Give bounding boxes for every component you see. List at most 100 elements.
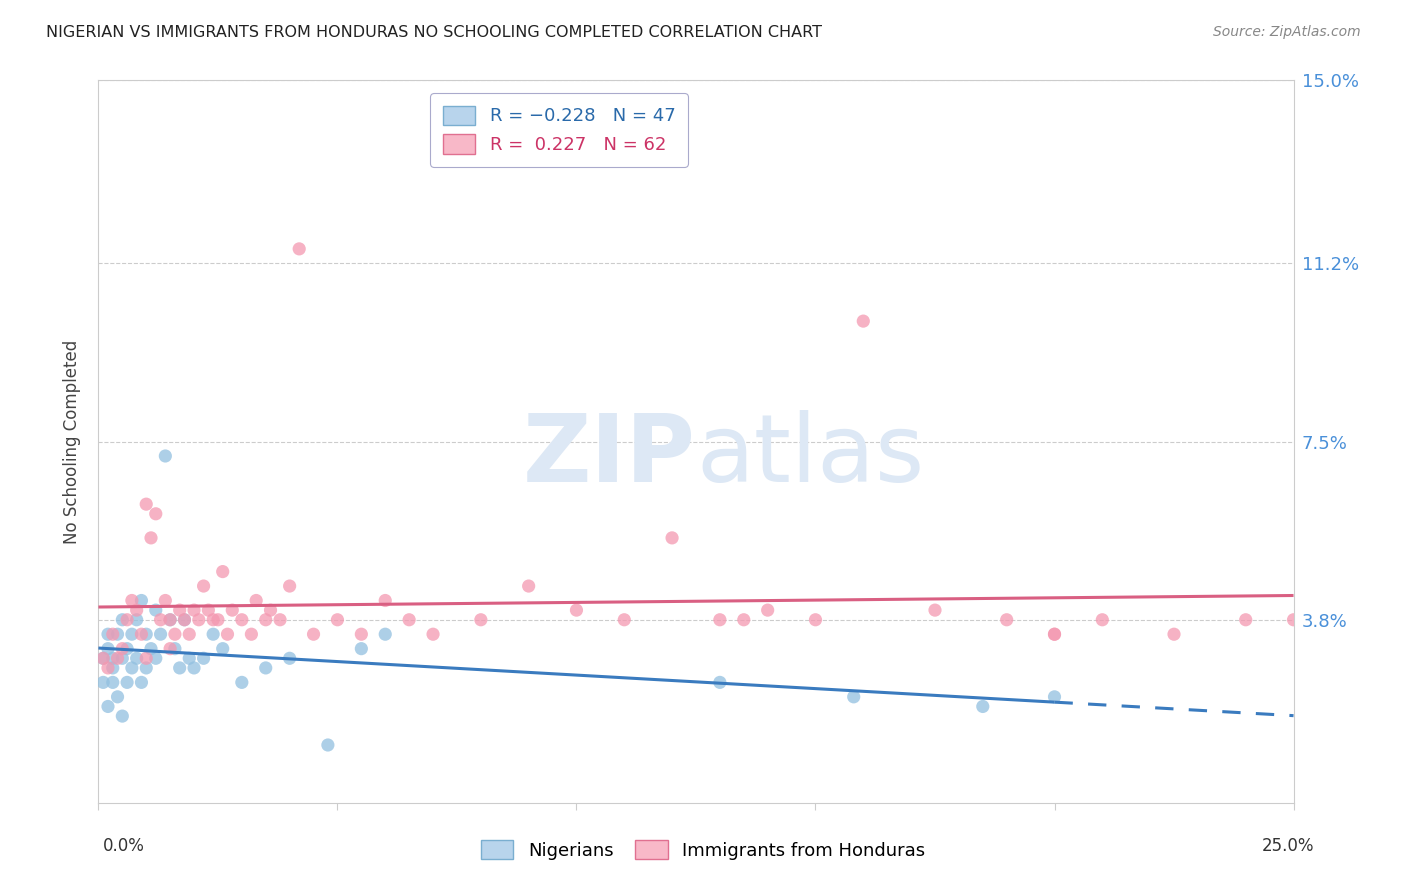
Point	[374, 627, 396, 641]
Point	[135, 497, 157, 511]
Point	[91, 651, 114, 665]
Point	[221, 603, 243, 617]
Point	[173, 613, 195, 627]
Point	[302, 627, 325, 641]
Point	[316, 738, 339, 752]
Point	[240, 627, 263, 641]
Point	[97, 699, 120, 714]
Point	[217, 627, 239, 641]
Point	[155, 449, 177, 463]
Point	[422, 627, 444, 641]
Point	[193, 579, 215, 593]
Point	[121, 661, 143, 675]
Point	[135, 661, 157, 675]
Point	[125, 613, 148, 627]
Text: 0.0%: 0.0%	[103, 837, 145, 855]
Point	[169, 661, 191, 675]
Point	[852, 314, 875, 328]
Point	[121, 593, 143, 607]
Point	[131, 675, 153, 690]
Point	[470, 613, 492, 627]
Point	[231, 613, 253, 627]
Text: atlas: atlas	[696, 410, 924, 502]
Point	[159, 613, 181, 627]
Text: 25.0%: 25.0%	[1261, 837, 1315, 855]
Legend: Nigerians, Immigrants from Honduras: Nigerians, Immigrants from Honduras	[474, 832, 932, 867]
Point	[211, 565, 233, 579]
Point	[193, 651, 215, 665]
Point	[97, 627, 120, 641]
Point	[115, 613, 138, 627]
Point	[125, 603, 148, 617]
Point	[149, 613, 172, 627]
Point	[183, 661, 205, 675]
Point	[1091, 613, 1114, 627]
Point	[101, 627, 124, 641]
Point	[211, 641, 233, 656]
Point	[733, 613, 755, 627]
Point	[278, 579, 301, 593]
Point	[709, 675, 731, 690]
Point	[163, 641, 186, 656]
Point	[159, 641, 181, 656]
Point	[145, 651, 167, 665]
Point	[111, 651, 134, 665]
Point	[1043, 627, 1066, 641]
Point	[101, 661, 124, 675]
Point	[326, 613, 349, 627]
Text: ZIP: ZIP	[523, 410, 696, 502]
Point	[197, 603, 219, 617]
Point	[924, 603, 946, 617]
Point	[278, 651, 301, 665]
Point	[163, 627, 186, 641]
Point	[1043, 690, 1066, 704]
Point	[183, 603, 205, 617]
Point	[269, 613, 291, 627]
Point	[187, 613, 209, 627]
Point	[97, 661, 120, 675]
Point	[155, 593, 177, 607]
Point	[398, 613, 420, 627]
Point	[565, 603, 588, 617]
Point	[202, 613, 225, 627]
Point	[145, 507, 167, 521]
Point	[131, 627, 153, 641]
Point	[145, 603, 167, 617]
Point	[115, 675, 138, 690]
Point	[202, 627, 225, 641]
Point	[517, 579, 540, 593]
Point	[159, 613, 181, 627]
Point	[1163, 627, 1185, 641]
Point	[97, 641, 120, 656]
Point	[374, 593, 396, 607]
Point	[125, 651, 148, 665]
Point	[231, 675, 253, 690]
Point	[135, 627, 157, 641]
Point	[101, 651, 124, 665]
Point	[179, 651, 201, 665]
Legend: R = −0.228   N = 47, R =  0.227   N = 62: R = −0.228 N = 47, R = 0.227 N = 62	[430, 93, 688, 167]
Point	[107, 690, 129, 704]
Point	[115, 641, 138, 656]
Point	[111, 613, 134, 627]
Point	[259, 603, 281, 617]
Point	[121, 627, 143, 641]
Point	[1234, 613, 1257, 627]
Text: Source: ZipAtlas.com: Source: ZipAtlas.com	[1213, 25, 1361, 39]
Point	[350, 627, 373, 641]
Point	[173, 613, 195, 627]
Point	[135, 651, 157, 665]
Point	[101, 675, 124, 690]
Point	[1282, 613, 1305, 627]
Point	[756, 603, 779, 617]
Text: NIGERIAN VS IMMIGRANTS FROM HONDURAS NO SCHOOLING COMPLETED CORRELATION CHART: NIGERIAN VS IMMIGRANTS FROM HONDURAS NO …	[46, 25, 823, 40]
Point	[1043, 627, 1066, 641]
Point	[804, 613, 827, 627]
Point	[139, 641, 162, 656]
Point	[91, 651, 114, 665]
Point	[661, 531, 683, 545]
Point	[107, 651, 129, 665]
Point	[139, 531, 162, 545]
Point	[107, 627, 129, 641]
Point	[972, 699, 994, 714]
